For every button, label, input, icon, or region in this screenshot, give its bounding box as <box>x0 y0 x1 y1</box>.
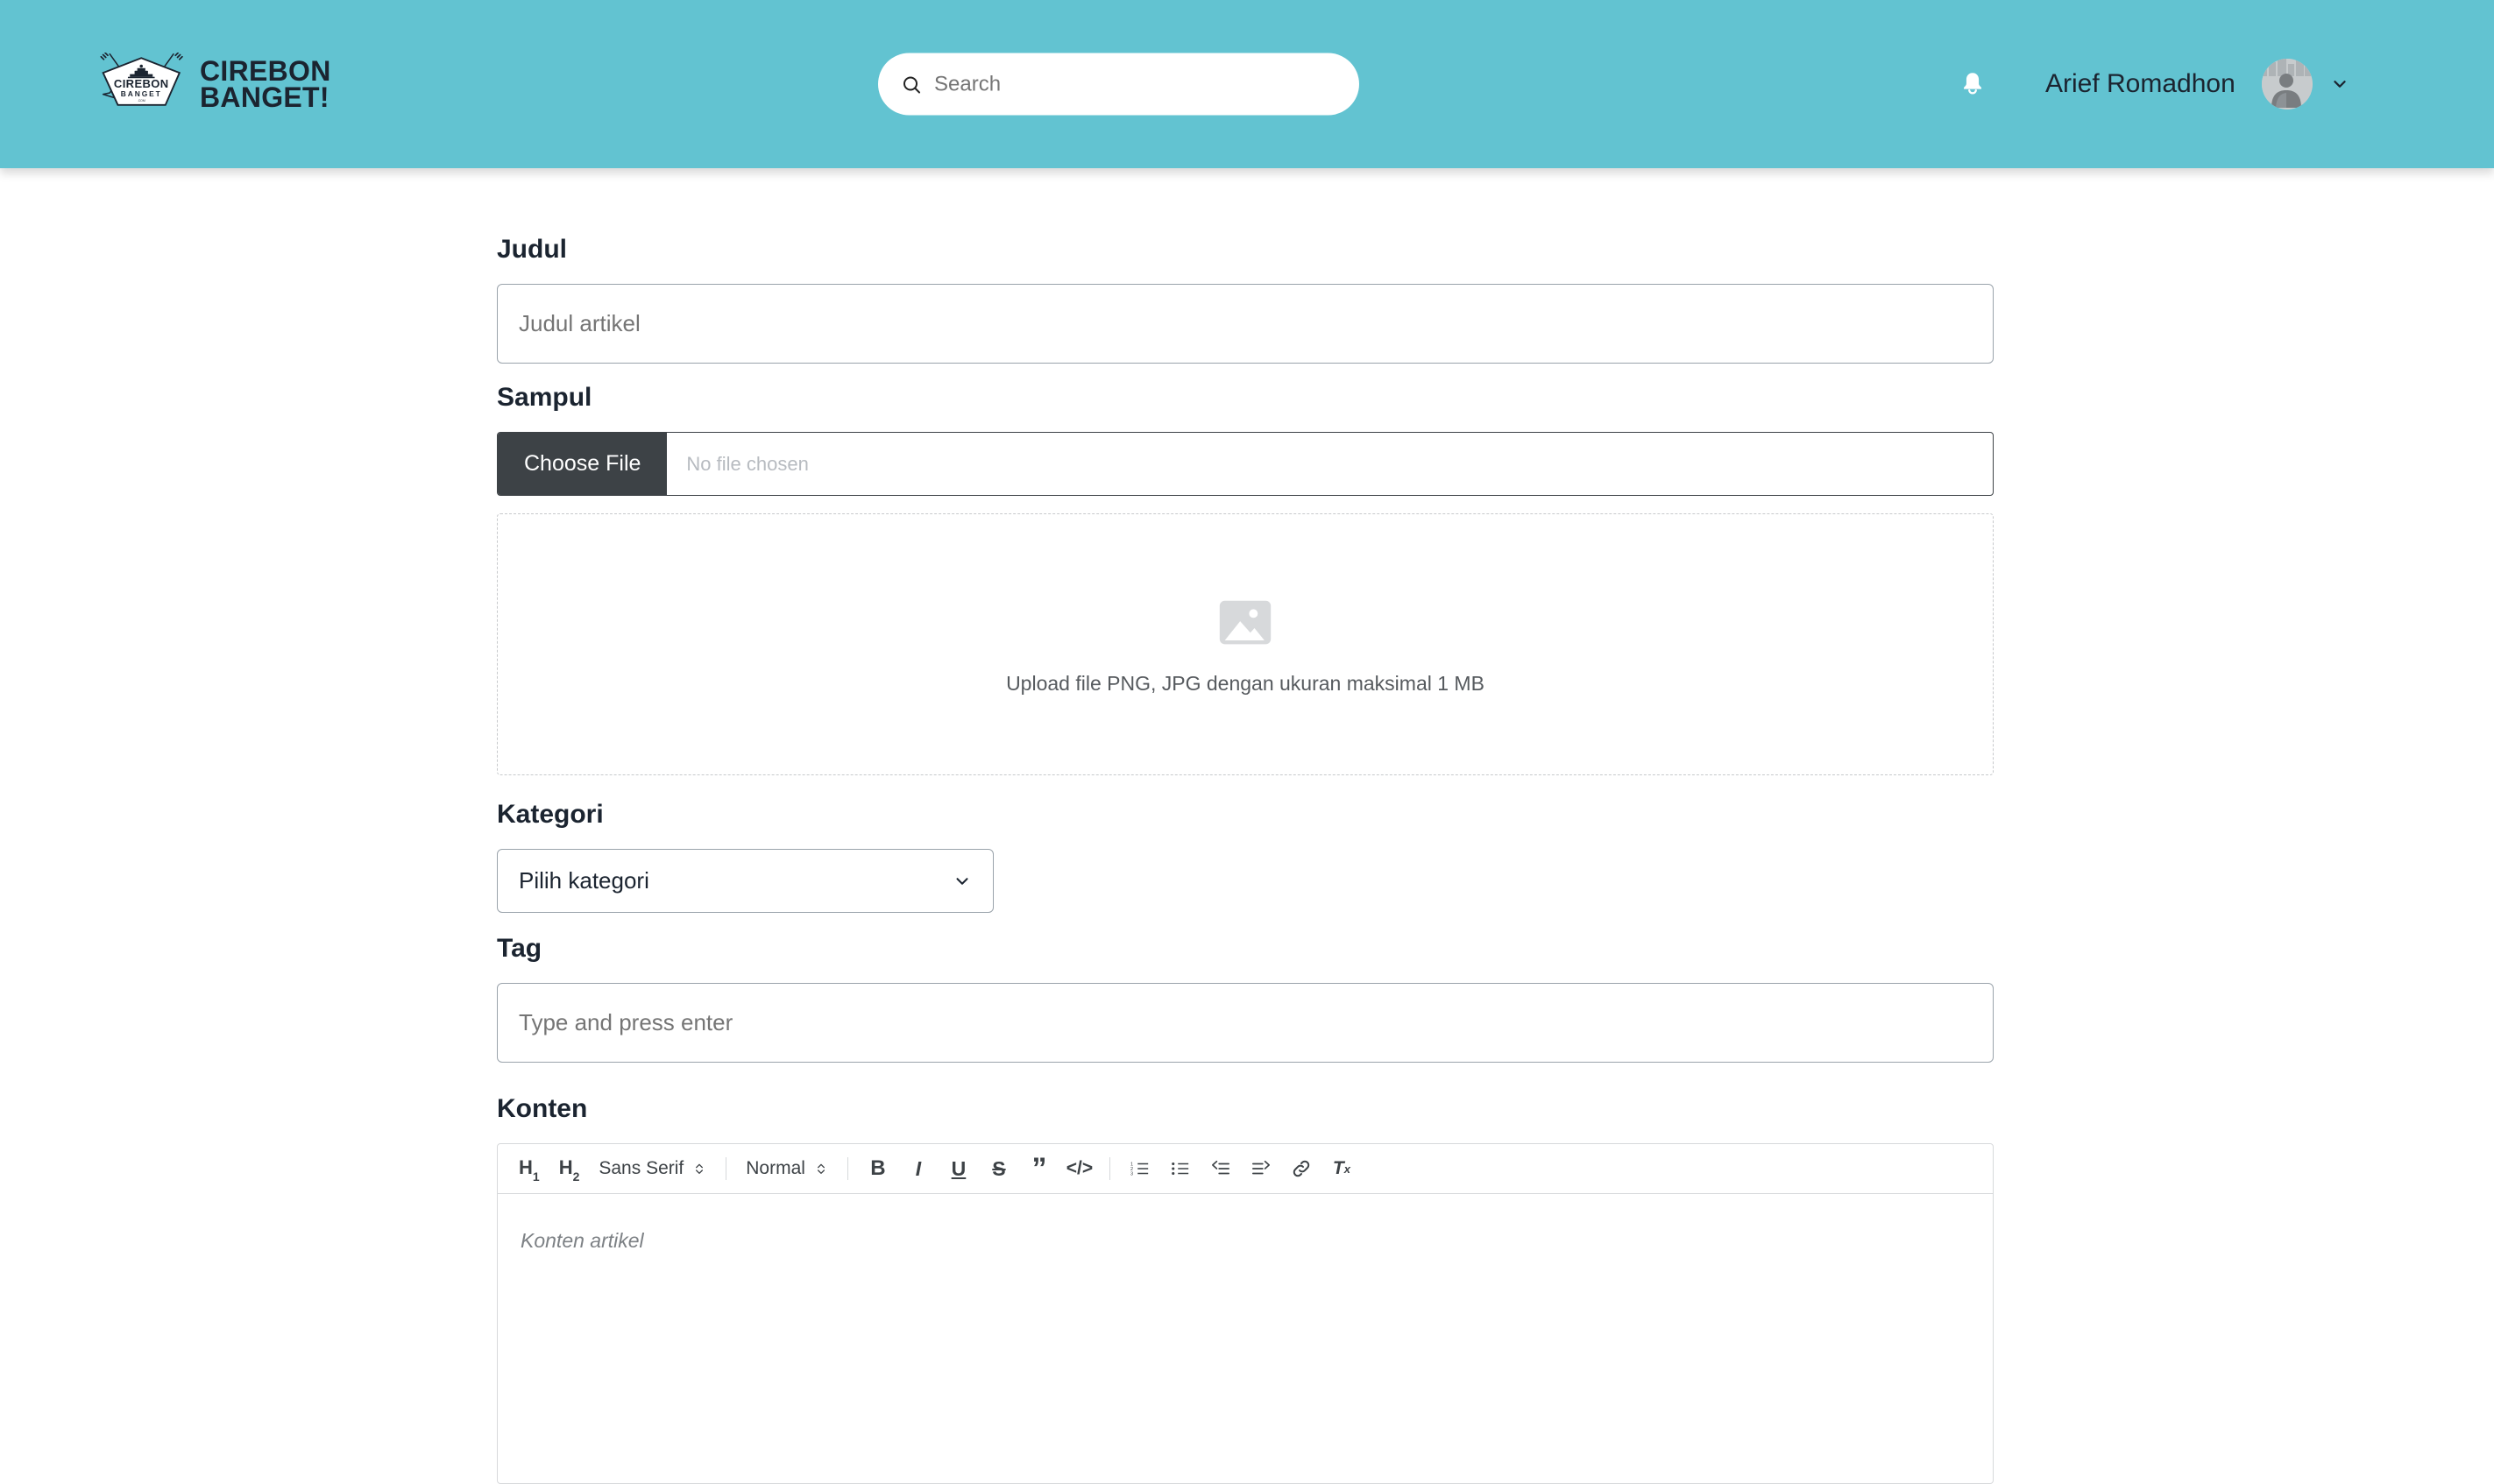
svg-text:BANGET: BANGET <box>121 88 162 97</box>
svg-text:3: 3 <box>1130 1172 1133 1177</box>
svg-text:.COM: .COM <box>138 99 145 102</box>
svg-text:CIREBON: CIREBON <box>114 76 169 89</box>
